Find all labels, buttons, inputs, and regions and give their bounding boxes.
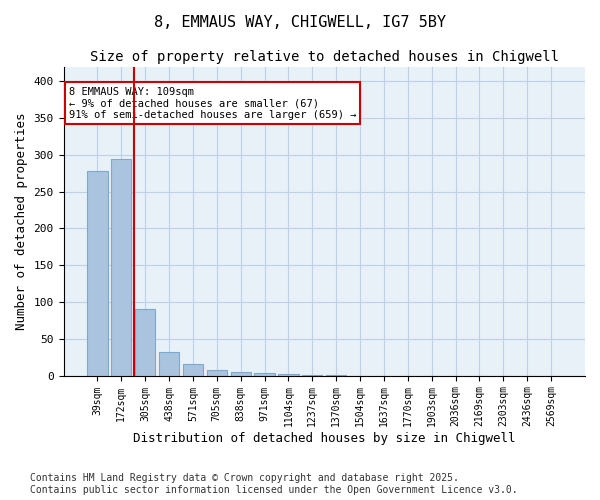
Bar <box>302 375 322 376</box>
Text: Contains HM Land Registry data © Crown copyright and database right 2025.
Contai: Contains HM Land Registry data © Crown c… <box>30 474 518 495</box>
Bar <box>254 372 275 376</box>
Bar <box>135 310 155 376</box>
Text: 8 EMMAUS WAY: 109sqm
← 9% of detached houses are smaller (67)
91% of semi-detach: 8 EMMAUS WAY: 109sqm ← 9% of detached ho… <box>69 86 356 120</box>
Bar <box>278 374 299 376</box>
X-axis label: Distribution of detached houses by size in Chigwell: Distribution of detached houses by size … <box>133 432 515 445</box>
Bar <box>326 375 346 376</box>
Bar <box>206 370 227 376</box>
Text: 8, EMMAUS WAY, CHIGWELL, IG7 5BY: 8, EMMAUS WAY, CHIGWELL, IG7 5BY <box>154 15 446 30</box>
Y-axis label: Number of detached properties: Number of detached properties <box>15 112 28 330</box>
Bar <box>159 352 179 376</box>
Bar <box>87 171 107 376</box>
Bar <box>230 372 251 376</box>
Bar <box>183 364 203 376</box>
Bar <box>111 158 131 376</box>
Title: Size of property relative to detached houses in Chigwell: Size of property relative to detached ho… <box>90 50 559 64</box>
